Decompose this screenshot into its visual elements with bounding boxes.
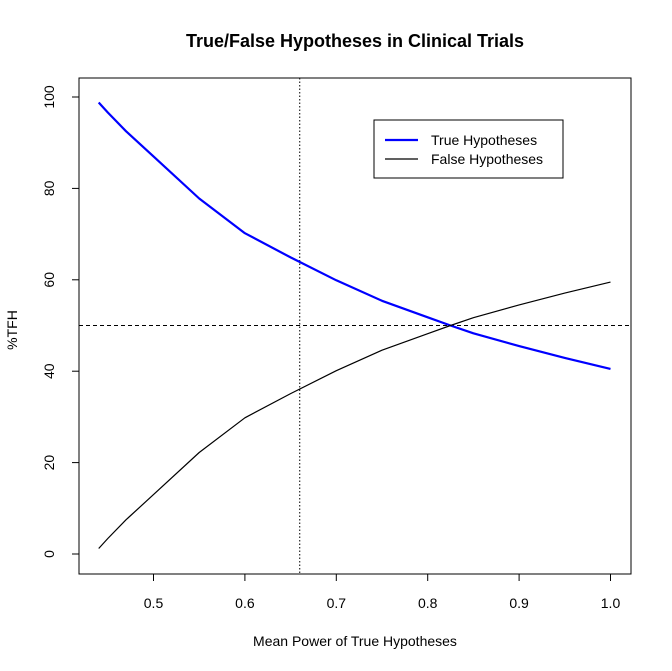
x-tick-label: 0.6 [235, 595, 255, 611]
x-axis: 0.5 0.6 0.7 0.8 0.9 1.0 [144, 573, 621, 611]
y-tick-label: 80 [41, 180, 57, 196]
y-tick-label: 40 [41, 363, 57, 379]
y-axis: 0 20 40 60 80 100 [41, 85, 80, 558]
x-tick-label: 0.7 [327, 595, 347, 611]
y-tick-label: 60 [41, 272, 57, 288]
x-tick-label: 0.8 [418, 595, 438, 611]
legend: True Hypotheses False Hypotheses [373, 119, 564, 179]
series-line-true-hypotheses [97, 101, 611, 370]
x-tick-label: 0.9 [509, 595, 529, 611]
reference-lines [79, 78, 631, 574]
series-layer [97, 101, 611, 549]
series-line-false-hypotheses [98, 281, 611, 549]
legend-label-true: True Hypotheses [431, 132, 537, 148]
legend-box [373, 119, 564, 179]
y-axis-label: %TFH [4, 310, 20, 350]
y-tick-label: 100 [41, 85, 57, 109]
x-axis-label: Mean Power of True Hypotheses [253, 633, 457, 649]
chart-title: True/False Hypotheses in Clinical Trials [186, 31, 524, 51]
x-tick-label: 1.0 [601, 595, 621, 611]
y-tick-label: 0 [41, 550, 57, 558]
legend-label-false: False Hypotheses [431, 151, 543, 167]
x-tick-label: 0.5 [144, 595, 164, 611]
y-tick-label: 20 [41, 455, 57, 471]
